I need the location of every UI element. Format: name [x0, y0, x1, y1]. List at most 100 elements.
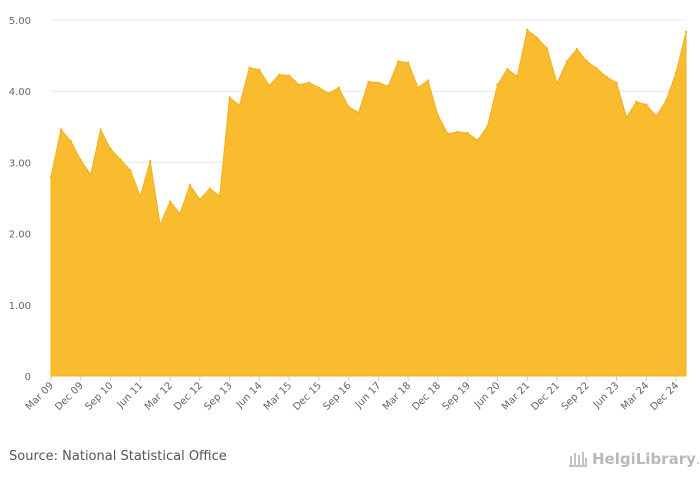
data-point	[416, 86, 420, 89]
data-point	[436, 114, 440, 117]
data-point	[69, 139, 73, 143]
x-tick-label: Mar 12	[143, 380, 175, 412]
data-point	[79, 159, 82, 162]
data-point	[347, 105, 350, 109]
data-point	[625, 116, 628, 119]
x-tick-label: Dec 21	[529, 380, 562, 413]
x-tick-label: Sep 22	[560, 380, 592, 412]
data-point	[59, 128, 63, 131]
brand-suffix: .	[696, 450, 700, 468]
data-point	[387, 85, 390, 88]
data-point	[664, 99, 668, 102]
data-point	[228, 96, 231, 99]
data-point	[168, 200, 172, 203]
y-tick-label: 3.00	[9, 158, 31, 169]
x-tick-label: Dec 15	[291, 380, 324, 413]
data-point	[526, 28, 529, 32]
data-point	[605, 75, 608, 79]
data-point	[129, 169, 132, 172]
x-tick-label: Sep 13	[202, 380, 234, 412]
data-point	[119, 158, 122, 161]
data-point	[337, 86, 340, 89]
data-point	[278, 73, 281, 77]
x-tick-label: Sep 19	[440, 380, 472, 412]
data-point	[139, 195, 142, 198]
data-point	[446, 132, 450, 136]
x-tick-label: Mar 18	[381, 380, 413, 412]
data-point	[397, 60, 400, 63]
data-point	[99, 128, 102, 131]
x-tick-label: Jun 11	[115, 380, 146, 411]
data-point	[248, 66, 251, 69]
data-point	[268, 84, 271, 87]
data-point	[258, 68, 261, 72]
data-point	[645, 103, 648, 106]
data-point	[178, 212, 182, 215]
x-tick-label: Jun 20	[472, 380, 503, 411]
data-point	[188, 183, 192, 187]
data-point	[426, 79, 430, 82]
data-point	[516, 75, 519, 78]
data-point	[49, 175, 53, 178]
x-tick-label: Mar 15	[262, 380, 294, 412]
x-tick-label: Mar 24	[619, 380, 651, 412]
data-point	[357, 111, 360, 114]
x-tick-label: Mar 09	[24, 380, 56, 412]
data-point	[89, 173, 92, 176]
data-point	[297, 83, 301, 86]
y-tick-label: 1.00	[9, 301, 31, 312]
series-area	[49, 28, 688, 377]
data-point	[674, 71, 678, 74]
y-tick-label: 0	[25, 372, 31, 383]
data-point	[456, 130, 459, 133]
data-point	[317, 86, 321, 89]
data-point	[496, 83, 499, 86]
data-point	[535, 36, 539, 39]
y-axis: 0 1.00 2.00 3.00 4.00 5.00	[9, 16, 31, 383]
x-tick-label: Sep 10	[83, 380, 115, 412]
data-point	[655, 114, 658, 118]
data-point	[615, 81, 618, 84]
data-point	[575, 47, 579, 51]
brand-name: HelgiLibrary	[592, 450, 696, 468]
x-tick-label: Dec 18	[410, 380, 443, 413]
data-point	[208, 187, 211, 190]
data-point	[545, 47, 549, 50]
y-tick-label: 2.00	[9, 230, 31, 241]
y-tick-label: 5.00	[9, 16, 31, 27]
x-tick-label: Dec 09	[53, 380, 86, 413]
data-point	[466, 132, 469, 135]
data-point	[595, 67, 598, 70]
x-tick-label: Sep 16	[321, 380, 353, 412]
x-tick-label: Dec 24	[648, 380, 681, 413]
data-point	[506, 67, 509, 71]
data-point	[377, 81, 380, 84]
data-point	[307, 81, 311, 84]
x-tick-label: Jun 14	[234, 380, 265, 411]
data-point	[367, 80, 370, 84]
data-point	[158, 223, 162, 227]
x-tick-label: Dec 12	[172, 380, 205, 413]
data-point	[565, 60, 569, 63]
x-tick-label: Mar 21	[500, 380, 532, 412]
y-tick-label: 4.00	[9, 87, 31, 98]
data-point	[406, 61, 410, 64]
data-point	[555, 82, 559, 85]
data-point	[476, 139, 479, 142]
brand-logo[interactable]: HelgiLibrary.	[568, 449, 700, 469]
data-point	[486, 124, 489, 128]
x-tick-label: Jun 23	[591, 380, 622, 411]
series-area-fill	[50, 29, 687, 377]
data-point	[635, 100, 638, 104]
data-point	[327, 92, 331, 95]
library-columns-icon	[569, 452, 587, 467]
data-point	[109, 147, 112, 151]
data-point	[238, 104, 241, 107]
source-note: Source: National Statistical Office	[9, 449, 227, 464]
data-point	[585, 60, 588, 63]
x-tick-label: Jun 17	[353, 380, 384, 411]
data-point	[684, 30, 688, 34]
data-point	[287, 74, 291, 77]
